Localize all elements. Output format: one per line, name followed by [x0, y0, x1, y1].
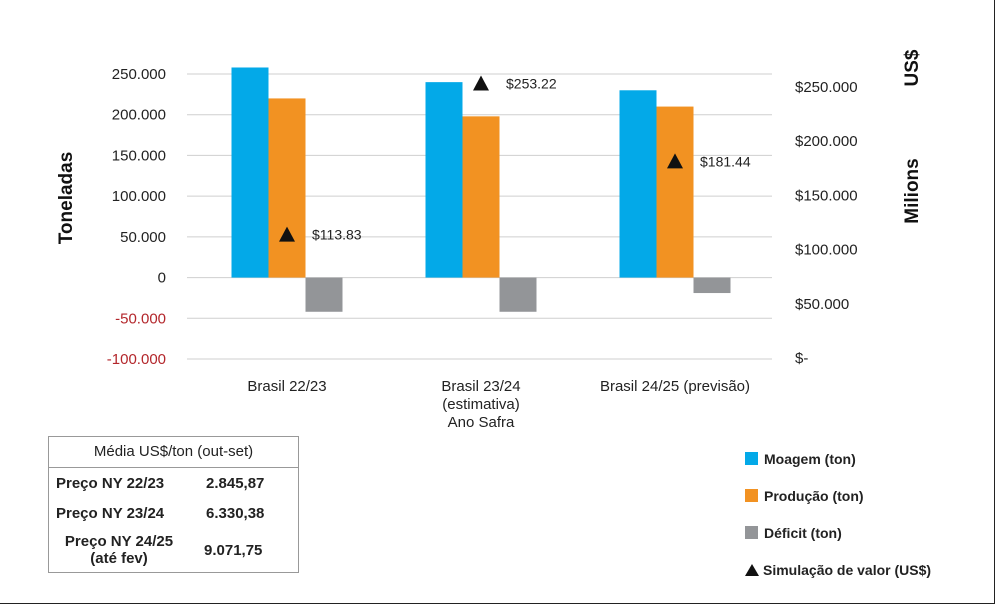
y2-tick-label: $- [795, 350, 808, 367]
y2-axis-ticks: $250.000 $200.000 $150.000 $100.000 $50.000 $… [795, 79, 858, 367]
y-tick-label: 250.000 [112, 66, 166, 83]
value-markers: $113.83 $253.22 $181.44 [279, 75, 751, 243]
x-category-line: Brasil 23/24 [441, 378, 520, 395]
row-value: 9.071,75 [204, 541, 263, 559]
legend-swatch-blue [745, 452, 758, 465]
legend-label: Simulação de valor (US$) [763, 561, 932, 578]
price-table: Média US$/ton (out-set) Preço NY 22/23 2… [48, 436, 299, 573]
bar-déficit [693, 277, 731, 294]
legend-label: Déficit (ton) [764, 524, 842, 541]
y-axis-ticks: 250.000 200.000 150.000 100.000 50.000 0 -50.0… [107, 66, 166, 368]
bar-moagem [425, 82, 463, 278]
y-tick-label: 200.000 [112, 107, 166, 124]
triangle-icon [745, 563, 759, 576]
bar-moagem [619, 90, 657, 278]
row-label: Preço NY 23/24 [56, 504, 165, 522]
value-marker [473, 75, 489, 91]
legend-swatch-orange [745, 489, 758, 502]
table-row: Preço NY 23/24 6.330,38 [49, 498, 298, 528]
y-tick-label: 100.000 [112, 188, 166, 205]
bar-déficit [499, 277, 537, 312]
bar-déficit [305, 277, 343, 312]
legend-swatch-gray [745, 526, 758, 539]
x-category-label: Brasil 24/25 (previsão) [600, 378, 750, 395]
y-tick-label: 50.000 [120, 229, 166, 246]
y2-tick-label: $200.000 [795, 133, 858, 150]
row-label: Preço NY 24/25 (até fev) [56, 533, 182, 567]
y2-tick-label: $100.000 [795, 242, 858, 259]
x-category-label: Brasil 22/23 [247, 378, 326, 395]
y2-axis-title-top: US$ [902, 49, 923, 86]
legend-item-simulacao: Simulação de valor (US$) [745, 551, 931, 588]
y-tick-label: 150.000 [112, 147, 166, 164]
x-category-label: Brasil 23/24 (estimativa) Ano Safra [441, 378, 520, 431]
y2-axis-title: Milions [902, 158, 923, 223]
row-label-line1: Preço NY 24/25 [64, 533, 174, 550]
row-value: 6.330,38 [206, 504, 265, 522]
row-label: Preço NY 22/23 [56, 474, 165, 492]
y-tick-label: 0 [158, 270, 166, 287]
x-category-line: Ano Safra [448, 414, 515, 431]
legend-item-producao: Produção (ton) [745, 477, 931, 514]
table-row: Preço NY 22/23 2.845,87 [49, 468, 298, 498]
legend-item-moagem: Moagem (ton) [745, 440, 931, 477]
bar-produção [268, 98, 306, 278]
bar-produção [462, 116, 500, 278]
value-marker [279, 226, 295, 242]
y2-tick-label: $50.000 [795, 296, 849, 313]
value-marker-label: $181.44 [700, 153, 751, 169]
table-row: Preço NY 24/25 (até fev) 9.071,75 [49, 528, 298, 572]
x-category-line: Brasil 24/25 (previsão) [600, 378, 750, 395]
x-category-line: (estimativa) [442, 396, 520, 413]
value-marker-label: $113.83 [312, 227, 362, 243]
y2-tick-label: $250.000 [795, 79, 858, 96]
y-tick-label: -50.000 [115, 310, 166, 327]
y-tick-label: -100.000 [107, 351, 166, 368]
value-marker [667, 153, 683, 169]
row-value: 2.845,87 [206, 474, 265, 492]
row-label-line2: (até fev) [90, 550, 148, 567]
bar-moagem [231, 67, 269, 278]
y2-tick-label: $150.000 [795, 187, 858, 204]
legend: Moagem (ton) Produção (ton) Déficit (ton… [745, 440, 931, 588]
x-category-line: Brasil 22/23 [247, 378, 326, 395]
bar-series [231, 67, 731, 312]
y-axis-title: Toneladas [56, 152, 77, 245]
bar-produção [656, 106, 694, 278]
price-table-header: Média US$/ton (out-set) [49, 437, 298, 468]
value-marker-label: $253.22 [506, 76, 557, 92]
legend-label: Moagem (ton) [764, 450, 856, 467]
legend-label: Produção (ton) [764, 487, 864, 504]
legend-item-deficit: Déficit (ton) [745, 514, 931, 551]
x-axis-categories: Brasil 22/23 Brasil 23/24 (estimativa) Ano … [247, 378, 750, 431]
